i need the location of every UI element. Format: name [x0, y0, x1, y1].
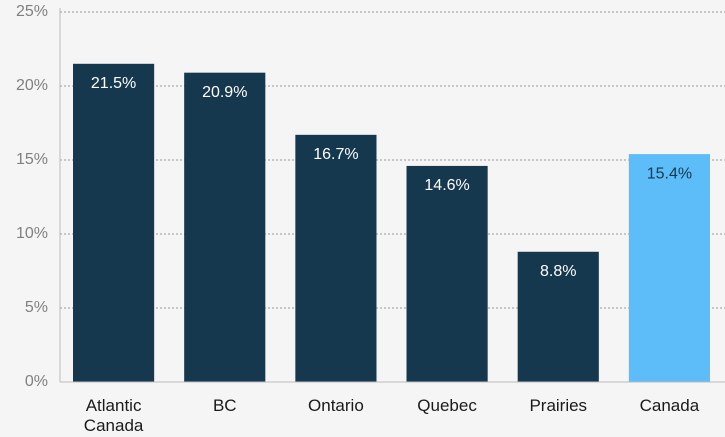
y-tick-label: 25%	[16, 3, 48, 20]
x-tick-label: Prairies	[529, 396, 588, 415]
value-label: 16.7%	[313, 146, 358, 163]
value-label: 20.9%	[202, 84, 247, 101]
x-tick-label: Canada	[639, 396, 700, 415]
bar	[73, 63, 155, 383]
value-label: 21.5%	[91, 75, 136, 92]
value-label: 14.6%	[424, 177, 469, 194]
bar	[295, 134, 377, 382]
bar	[184, 72, 266, 383]
value-label: 15.4%	[647, 165, 692, 182]
y-tick-label: 0%	[25, 373, 48, 390]
x-tick-label: Atlantic Canada	[83, 396, 144, 435]
x-tick-label: Ontario	[308, 396, 364, 415]
bar	[406, 165, 488, 382]
value-label: 8.8%	[540, 263, 576, 280]
bar	[517, 251, 599, 382]
y-tick-label: 20%	[16, 77, 48, 94]
x-tick-label: BC	[212, 396, 237, 415]
bar	[628, 154, 710, 382]
x-tick-label: Quebec	[417, 396, 477, 415]
y-tick-label: 15%	[16, 151, 48, 168]
y-tick-label: 10%	[16, 225, 48, 242]
y-tick-label: 5%	[25, 299, 48, 316]
